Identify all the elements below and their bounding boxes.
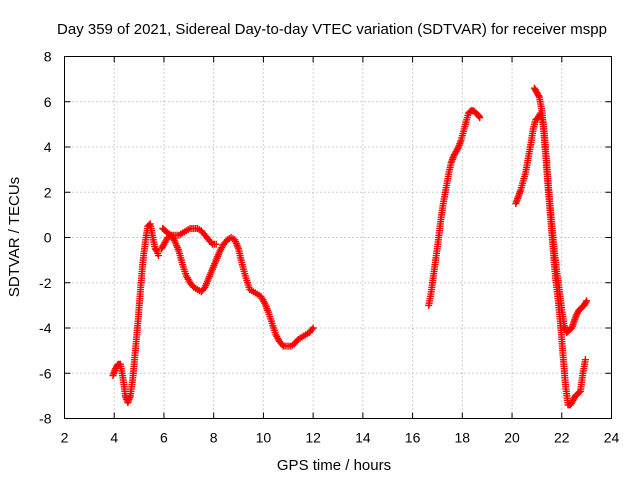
x-tick-label: 22: [554, 430, 570, 446]
data-point: [278, 341, 286, 349]
y-tick-label: 0: [44, 230, 52, 246]
x-tick-label: 8: [210, 430, 218, 446]
y-tick-label: 2: [44, 184, 52, 200]
x-tick-label: 16: [405, 430, 421, 446]
x-tick-label: 10: [256, 430, 272, 446]
y-tick-label: -6: [39, 365, 52, 381]
data-point: [454, 145, 462, 153]
x-tick-label: 4: [110, 430, 118, 446]
y-tick-label: -4: [39, 320, 52, 336]
grid: [64, 56, 612, 419]
data-point: [207, 239, 215, 247]
data-point: [309, 324, 317, 332]
x-tick-label: 6: [160, 430, 168, 446]
data-point: [212, 240, 220, 248]
y-tick-label: 6: [44, 94, 52, 110]
data-points: [109, 84, 591, 409]
data-point: [152, 246, 160, 254]
data-point: [575, 388, 583, 396]
data-point: [308, 326, 316, 334]
data-point: [535, 92, 543, 100]
chart-title: Day 359 of 2021, Sidereal Day-to-day VTE…: [57, 21, 607, 38]
y-tick-label: -8: [39, 411, 52, 427]
x-tick-label: 14: [355, 430, 371, 446]
x-axis-label: GPS time / hours: [277, 457, 391, 474]
data-point: [476, 114, 484, 122]
x-tick-label: 20: [504, 430, 520, 446]
data-point: [583, 297, 591, 305]
y-tick-label: -2: [39, 275, 52, 291]
x-tick-label: 12: [305, 430, 321, 446]
y-tick-label: 4: [44, 139, 52, 155]
plot-frame: [64, 56, 612, 419]
x-tick-label: 2: [61, 430, 69, 446]
y-tick-label: 8: [44, 49, 52, 65]
data-point: [581, 356, 589, 364]
data-point: [582, 298, 590, 306]
data-point: [154, 252, 162, 260]
x-tick-label: 18: [455, 430, 471, 446]
y-axis-label: SDTVAR / TECUs: [6, 177, 23, 297]
x-tick-label: 24: [604, 430, 620, 446]
